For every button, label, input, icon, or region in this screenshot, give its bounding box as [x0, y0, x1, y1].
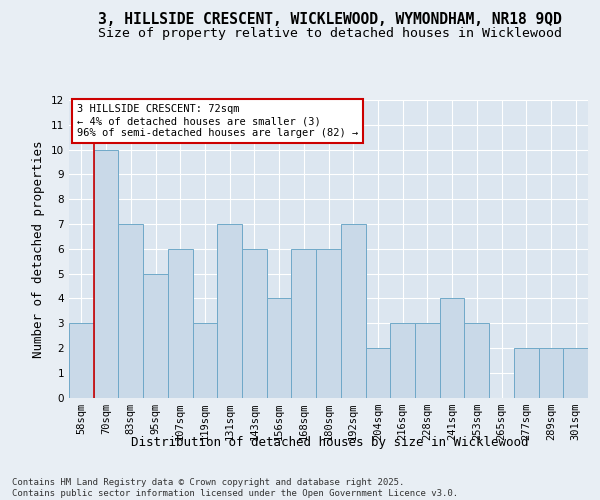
Text: Contains HM Land Registry data © Crown copyright and database right 2025.
Contai: Contains HM Land Registry data © Crown c…: [12, 478, 458, 498]
Bar: [341, 224, 365, 398]
Bar: [415, 323, 440, 398]
Text: Distribution of detached houses by size in Wicklewood: Distribution of detached houses by size …: [131, 436, 529, 449]
Text: 3, HILLSIDE CRESCENT, WICKLEWOOD, WYMONDHAM, NR18 9QD: 3, HILLSIDE CRESCENT, WICKLEWOOD, WYMOND…: [98, 12, 562, 28]
Bar: [316, 249, 341, 398]
Y-axis label: Number of detached properties: Number of detached properties: [32, 140, 46, 358]
Bar: [440, 298, 464, 398]
Bar: [563, 348, 588, 398]
Bar: [267, 298, 292, 398]
Bar: [539, 348, 563, 398]
Text: Size of property relative to detached houses in Wicklewood: Size of property relative to detached ho…: [98, 28, 562, 40]
Bar: [242, 249, 267, 398]
Bar: [217, 224, 242, 398]
Bar: [464, 323, 489, 398]
Text: 3 HILLSIDE CRESCENT: 72sqm
← 4% of detached houses are smaller (3)
96% of semi-d: 3 HILLSIDE CRESCENT: 72sqm ← 4% of detac…: [77, 104, 358, 138]
Bar: [168, 249, 193, 398]
Bar: [390, 323, 415, 398]
Bar: [514, 348, 539, 398]
Bar: [143, 274, 168, 398]
Bar: [292, 249, 316, 398]
Bar: [69, 323, 94, 398]
Bar: [118, 224, 143, 398]
Bar: [94, 150, 118, 398]
Bar: [365, 348, 390, 398]
Bar: [193, 323, 217, 398]
